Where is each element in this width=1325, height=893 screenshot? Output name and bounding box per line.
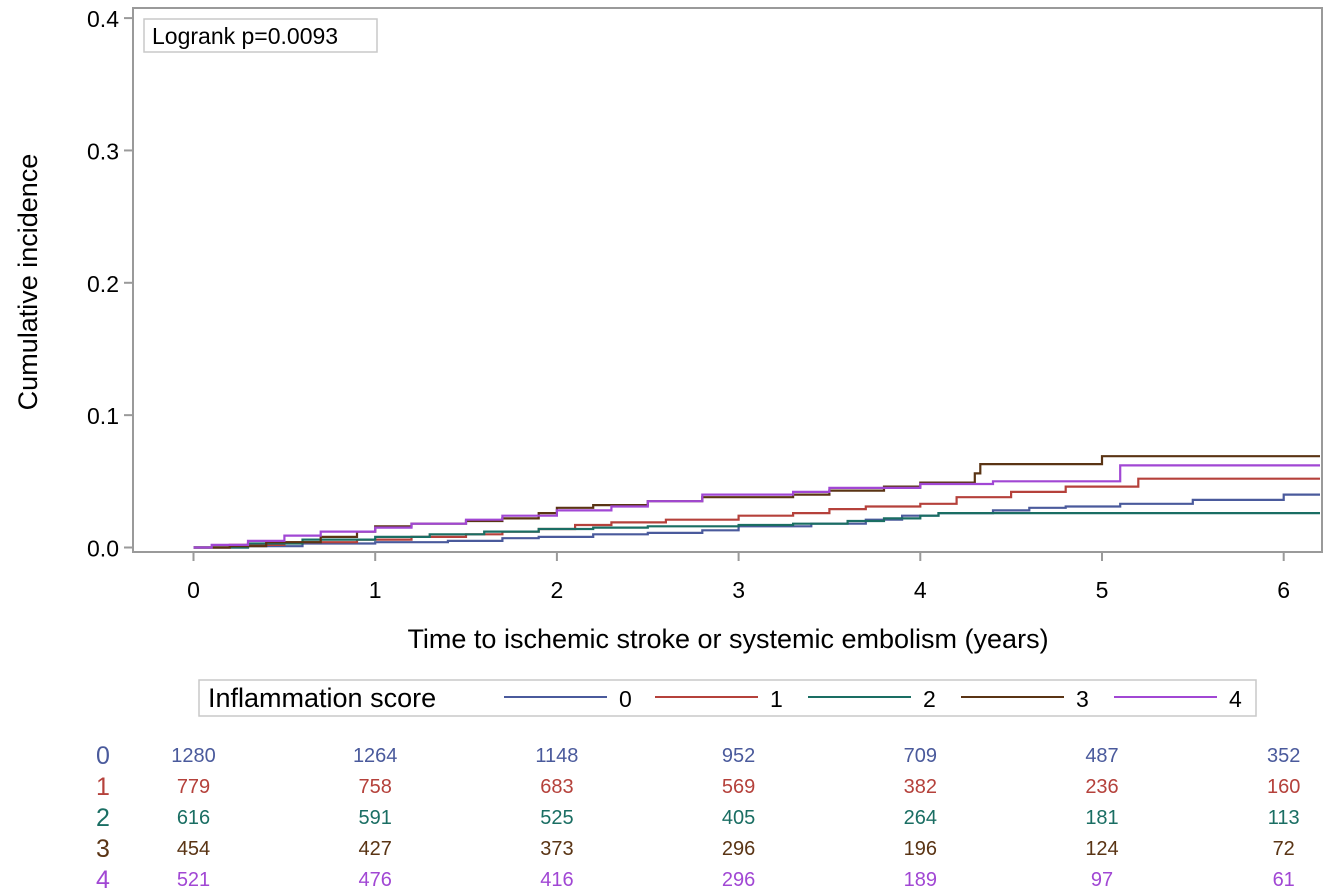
risk-cell: 296 (722, 869, 755, 891)
y-tick-label: 0.0 (87, 536, 119, 562)
y-axis-title: Cumulative incidence (13, 154, 43, 411)
risk-cell: 124 (1085, 838, 1118, 860)
risk-cell: 1280 (171, 745, 216, 767)
risk-cell: 952 (722, 745, 755, 767)
logrank-annotation: Logrank p=0.0093 (152, 23, 338, 49)
risk-cell: 616 (177, 807, 210, 829)
risk-cell: 709 (904, 745, 937, 767)
x-tick-label: 4 (914, 577, 927, 603)
series-line-3 (194, 456, 1321, 547)
risk-cell: 1148 (535, 745, 578, 767)
risk-cell: 476 (359, 869, 392, 891)
risk-cell: 521 (177, 869, 210, 891)
risk-cell: 160 (1267, 776, 1300, 798)
risk-row-label: 3 (96, 835, 110, 863)
x-tick-label: 0 (187, 577, 200, 603)
risk-row-label: 0 (96, 742, 110, 770)
risk-cell: 352 (1267, 745, 1300, 767)
risk-cell: 779 (177, 776, 210, 798)
x-tick-label: 2 (551, 577, 564, 603)
risk-cell: 113 (1268, 807, 1300, 829)
risk-cell: 236 (1085, 776, 1118, 798)
legend-label-3: 3 (1076, 686, 1089, 712)
risk-cell: 591 (359, 807, 392, 829)
risk-cell: 569 (722, 776, 755, 798)
risk-cell: 427 (359, 838, 392, 860)
annotation-box: Logrank p=0.0093 (144, 19, 377, 52)
risk-cell: 683 (540, 776, 573, 798)
risk-cell: 196 (904, 838, 937, 860)
y-tick-label: 0.2 (87, 271, 119, 297)
risk-row-label: 1 (96, 773, 110, 801)
x-axis: 0 1 2 3 4 5 6 (187, 552, 1290, 603)
risk-cell: 416 (540, 869, 573, 891)
risk-cell: 61 (1273, 869, 1295, 891)
risk-cell: 72 (1273, 838, 1295, 860)
risk-cell: 97 (1091, 869, 1113, 891)
legend-label-0: 0 (619, 686, 632, 712)
risk-cell: 189 (904, 869, 937, 891)
risk-cell: 181 (1085, 807, 1118, 829)
legend-label-4: 4 (1229, 686, 1242, 712)
x-axis-title: Time to ischemic stroke or systemic embo… (407, 624, 1048, 654)
risk-cell: 373 (540, 838, 573, 860)
y-tick-label: 0.3 (87, 138, 119, 164)
risk-cell: 487 (1085, 745, 1118, 767)
x-tick-label: 5 (1096, 577, 1109, 603)
x-tick-label: 3 (732, 577, 745, 603)
y-tick-label: 0.4 (87, 6, 119, 32)
legend-label-1: 1 (770, 686, 783, 712)
risk-cell: 454 (177, 838, 210, 860)
risk-cell: 382 (904, 776, 937, 798)
risk-cell: 1264 (353, 745, 398, 767)
y-tick-label: 0.1 (87, 403, 119, 429)
risk-row-label: 4 (96, 866, 110, 893)
risk-cell: 758 (359, 776, 392, 798)
plot-area (133, 8, 1322, 552)
legend: Inflammation score 0 1 2 3 4 (199, 680, 1256, 716)
risk-cell: 405 (722, 807, 755, 829)
risk-row-label: 2 (96, 804, 110, 832)
y-axis: 0.0 0.1 0.2 0.3 0.4 (87, 6, 133, 561)
series-layer (194, 456, 1321, 547)
y-axis-title-group: Cumulative incidence (13, 154, 43, 411)
x-tick-label: 1 (369, 577, 382, 603)
legend-label-2: 2 (923, 686, 936, 712)
x-tick-label: 6 (1277, 577, 1290, 603)
legend-title: Inflammation score (208, 683, 436, 713)
risk-cell: 525 (540, 807, 573, 829)
series-line-2 (194, 513, 1321, 547)
risk-cell: 296 (722, 838, 755, 860)
risk-cell: 264 (904, 807, 937, 829)
